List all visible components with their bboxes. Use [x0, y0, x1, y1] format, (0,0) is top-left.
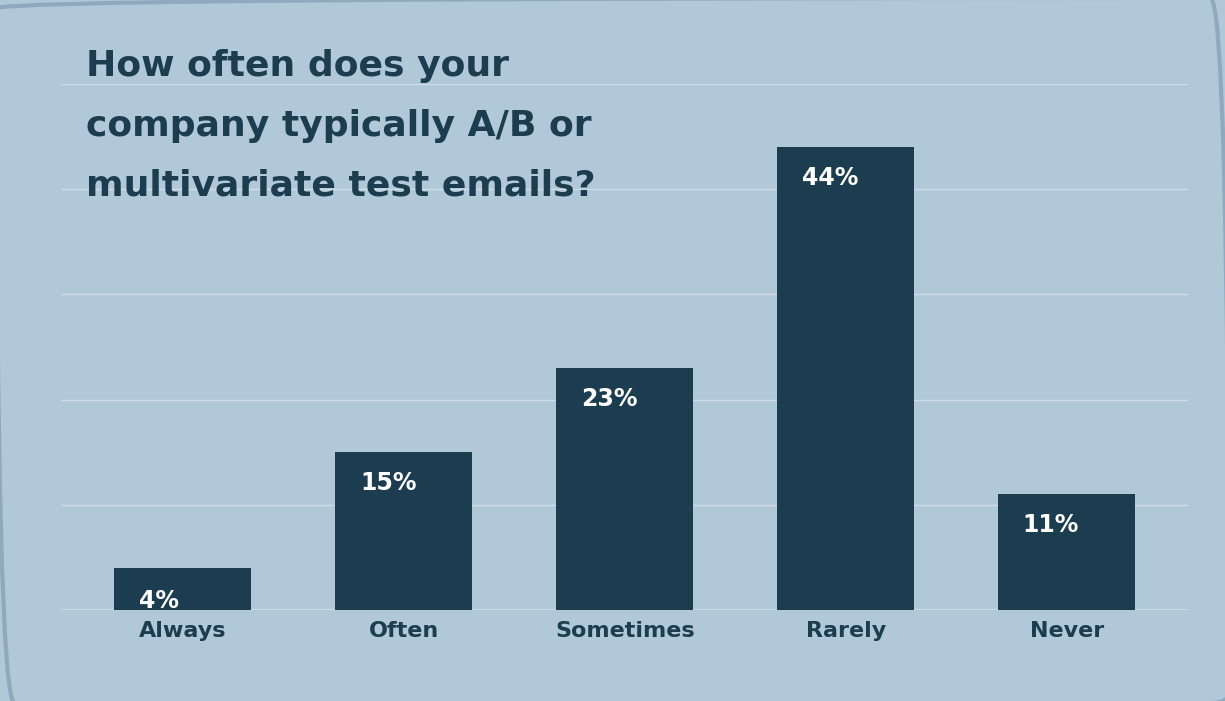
Text: How often does your: How often does your: [86, 49, 508, 83]
Bar: [336, 452, 473, 610]
Bar: [777, 147, 914, 610]
Bar: [556, 368, 693, 610]
Text: multivariate test emails?: multivariate test emails?: [86, 168, 595, 203]
Bar: [114, 568, 251, 610]
Text: 15%: 15%: [360, 471, 416, 495]
Bar: [998, 494, 1136, 610]
Text: 4%: 4%: [138, 589, 179, 613]
Text: 44%: 44%: [802, 166, 859, 190]
Text: 11%: 11%: [1023, 513, 1079, 537]
Text: 23%: 23%: [581, 387, 637, 411]
Text: company typically A/B or: company typically A/B or: [86, 109, 592, 143]
